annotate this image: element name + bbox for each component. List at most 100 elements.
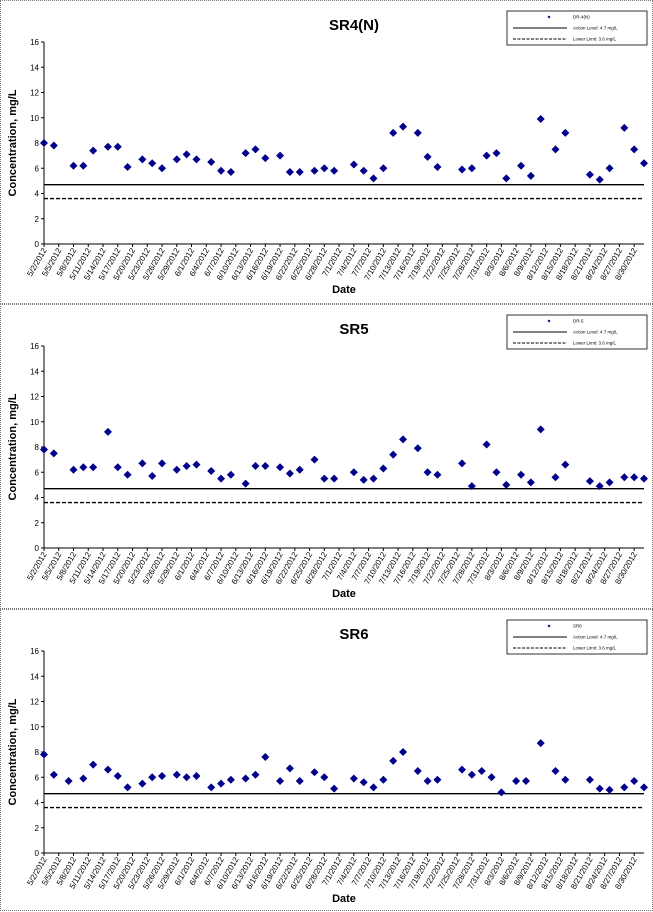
- y-tick-label: 16: [30, 38, 39, 47]
- data-point: [369, 783, 378, 792]
- data-point: [261, 154, 270, 163]
- data-point: [251, 461, 260, 470]
- data-point: [172, 770, 181, 779]
- data-point: [113, 771, 122, 780]
- data-point: [158, 164, 167, 173]
- data-point: [103, 142, 112, 151]
- data-point: [49, 770, 58, 779]
- legend: DR-4(N) Action Level: 4.7 mg/L Lower Limit…: [506, 10, 648, 46]
- legend-label: Lower Limit: 3.6 mg/L: [573, 37, 617, 42]
- data-point: [423, 468, 432, 477]
- data-point: [251, 770, 260, 779]
- y-tick-label: 2: [35, 519, 40, 528]
- legend: DR-5 Action Level: 4.7 mg/L Lower Limit: 3…: [506, 314, 648, 350]
- data-point: [103, 765, 112, 774]
- data-point: [467, 164, 476, 173]
- data-point: [123, 162, 132, 171]
- data-point: [89, 760, 98, 769]
- data-point: [89, 463, 98, 472]
- data-point: [359, 475, 368, 484]
- data-point: [182, 773, 191, 782]
- data-point: [226, 775, 235, 784]
- legend-marker: [547, 319, 551, 323]
- data-point: [521, 777, 530, 786]
- data-point: [433, 775, 442, 784]
- data-point: [148, 159, 157, 168]
- data-point: [192, 155, 201, 164]
- data-point: [69, 465, 78, 474]
- data-point: [330, 474, 339, 483]
- data-point: [349, 774, 358, 783]
- data-point: [605, 164, 614, 173]
- data-point: [261, 461, 270, 470]
- data-point: [413, 444, 422, 453]
- data-point: [536, 115, 545, 124]
- data-point: [40, 750, 48, 759]
- data-point: [226, 470, 235, 479]
- data-point: [79, 774, 88, 783]
- legend-label: Action Level: 4.7 mg/L: [573, 330, 618, 335]
- legend: SR6 Action Level: 4.7 mg/L Lower Limit: 3.…: [506, 619, 648, 655]
- data-point: [49, 141, 58, 150]
- data-point: [295, 777, 304, 786]
- y-tick-label: 6: [35, 468, 40, 477]
- chart-svg: SR4(N)02468101214165/2/20125/5/20125/8/2…: [7, 10, 648, 296]
- data-point: [226, 168, 235, 177]
- data-point: [536, 425, 545, 434]
- data-point: [517, 470, 526, 479]
- data-point: [413, 766, 422, 775]
- data-point: [310, 768, 319, 777]
- data-point: [433, 162, 442, 171]
- data-point: [123, 783, 132, 792]
- data-point: [251, 145, 260, 154]
- data-point: [399, 122, 408, 131]
- data-point: [320, 164, 329, 173]
- data-point: [640, 159, 648, 168]
- x-axis-label: Date: [332, 893, 356, 905]
- data-point: [192, 460, 201, 469]
- y-tick-label: 10: [30, 418, 39, 427]
- data-point: [561, 775, 570, 784]
- data-point: [349, 160, 358, 169]
- chart-panel-sr6: SR6 0 2 4 6 8 10 12 14 16 5/2/2012 5/5/2012 5/8/2012…: [0, 609, 653, 911]
- legend-label: Action Level: 4.7 mg/L: [573, 635, 618, 640]
- data-point: [423, 777, 432, 786]
- data-point: [172, 465, 181, 474]
- y-tick-label: 16: [30, 647, 39, 656]
- data-point: [330, 166, 339, 175]
- data-point: [482, 151, 491, 160]
- y-axis-label: Concentration, mg/L: [7, 89, 19, 196]
- data-point: [487, 773, 496, 782]
- data-point: [123, 470, 132, 479]
- data-point: [349, 468, 358, 477]
- y-tick-label: 12: [30, 393, 39, 402]
- data-point: [551, 766, 560, 775]
- data-point: [526, 478, 535, 487]
- data-point: [207, 783, 216, 792]
- y-tick-label: 10: [30, 114, 39, 123]
- data-point: [467, 770, 476, 779]
- data-point: [79, 161, 88, 170]
- data-point: [620, 123, 629, 132]
- data-point: [241, 774, 250, 783]
- data-point: [492, 149, 501, 158]
- y-tick-label: 0: [35, 849, 40, 858]
- data-point: [561, 128, 570, 137]
- data-point: [172, 155, 181, 164]
- y-tick-label: 8: [35, 748, 40, 757]
- chart-svg: SR602468101214165/2/20125/5/20125/8/2012…: [7, 619, 648, 905]
- data-point: [113, 142, 122, 151]
- data-point: [595, 482, 604, 491]
- data-point: [148, 773, 157, 782]
- y-tick-label: 6: [35, 164, 40, 173]
- data-point: [369, 174, 378, 183]
- data-point: [458, 165, 467, 174]
- data-point: [207, 466, 216, 475]
- data-point: [320, 773, 329, 782]
- data-point: [492, 468, 501, 477]
- data-point: [276, 463, 285, 472]
- data-point: [138, 779, 147, 788]
- data-point: [630, 145, 639, 154]
- data-point: [526, 171, 535, 180]
- data-point: [379, 164, 388, 173]
